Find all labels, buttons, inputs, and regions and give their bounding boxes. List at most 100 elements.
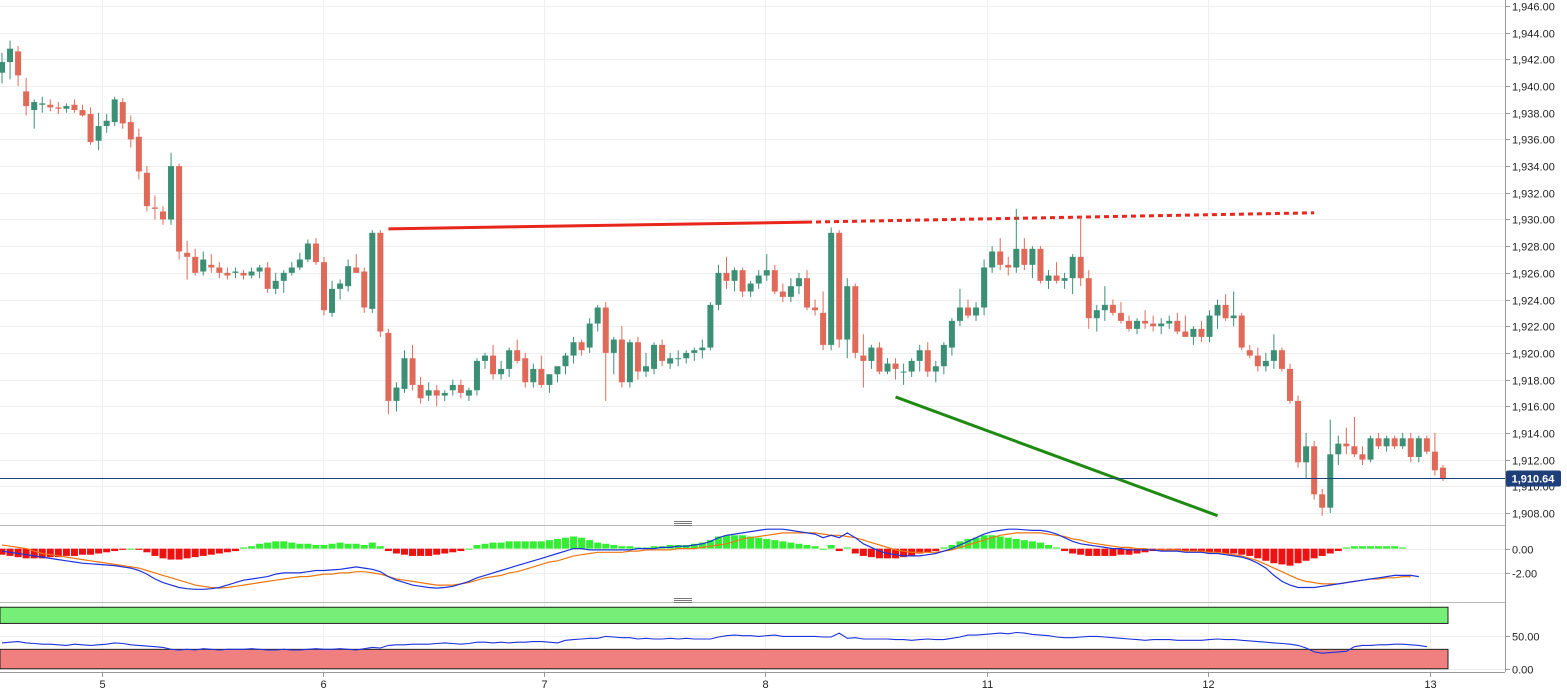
- macd-histogram-bar: [1028, 541, 1036, 549]
- candle-body: [610, 339, 617, 353]
- macd-histogram-bar: [296, 543, 304, 549]
- candle-body: [15, 51, 22, 76]
- macd-signal-line: [1, 532, 1411, 589]
- macd-histogram-bar: [54, 548, 62, 558]
- candle-up: [63, 103, 70, 113]
- candle-up: [1415, 435, 1422, 463]
- candle-body: [1005, 264, 1012, 268]
- candle-up: [329, 280, 336, 317]
- candle-down: [321, 256, 327, 316]
- candle-up: [787, 278, 794, 303]
- macd-histogram-bar: [1173, 548, 1181, 550]
- macd-histogram-bar: [924, 548, 932, 553]
- candle-up: [1061, 272, 1068, 289]
- candle-body: [23, 91, 30, 107]
- macd-histogram-bar: [288, 542, 296, 549]
- candle-up: [900, 363, 907, 385]
- macd-histogram-bar: [827, 545, 835, 549]
- macd-histogram-bar: [14, 548, 22, 558]
- price-tick-label: 1,908.00: [1512, 509, 1555, 521]
- macd-histogram-bar: [1302, 548, 1310, 561]
- candle-down: [1359, 446, 1366, 465]
- candle-down: [1085, 270, 1092, 329]
- candle-body: [87, 114, 94, 143]
- macd-histogram-bar: [481, 543, 489, 549]
- candle-up: [932, 360, 939, 383]
- candle-body: [417, 384, 424, 399]
- candle-body: [1270, 350, 1277, 361]
- candle-body: [538, 368, 545, 385]
- candle-up: [795, 272, 802, 295]
- candle-up: [103, 114, 110, 133]
- macd-histogram-bar: [256, 543, 264, 549]
- macd-histogram-bar: [22, 548, 30, 559]
- macd-histogram-bar: [980, 535, 988, 549]
- candle-body: [361, 271, 368, 308]
- macd-histogram-bar: [1318, 548, 1326, 556]
- macd-histogram-bar: [344, 543, 352, 549]
- candle-body: [1150, 323, 1157, 327]
- macd-histogram-bar: [1383, 546, 1391, 549]
- candle-down: [1117, 302, 1124, 324]
- macd-histogram-bar: [304, 543, 312, 549]
- macd-histogram-bar: [1358, 546, 1366, 549]
- candle-up: [449, 379, 456, 396]
- candle-up: [1303, 432, 1310, 479]
- candle-down: [1246, 344, 1253, 359]
- candle-down: [433, 384, 440, 407]
- macd-histogram-bar: [795, 543, 803, 549]
- candle-up: [675, 350, 682, 367]
- macd-histogram-bar: [1109, 548, 1117, 556]
- candle-up: [1206, 310, 1213, 343]
- candle-down: [876, 342, 883, 375]
- candle-up: [1270, 334, 1277, 369]
- candle-body: [1391, 438, 1398, 447]
- macd-histogram-bar: [401, 548, 408, 555]
- macd-histogram-bar: [505, 541, 513, 549]
- candle-body: [1126, 320, 1132, 329]
- candle-up: [288, 262, 295, 276]
- candle-down: [312, 238, 319, 265]
- candle-body: [852, 286, 859, 353]
- candle-down: [1311, 440, 1318, 500]
- candle-body: [1415, 438, 1422, 457]
- macd-histogram-bar: [1004, 537, 1012, 549]
- macd-histogram-bar: [1206, 548, 1213, 553]
- macd-histogram-bar: [384, 548, 392, 552]
- candle-body: [7, 48, 14, 63]
- candle-down: [1319, 488, 1326, 516]
- panel-divider-1[interactable]: [0, 521, 1505, 526]
- candle-up: [940, 342, 947, 375]
- trendline-resistance: [388, 220, 808, 231]
- candle-body: [465, 390, 472, 396]
- candle-body: [981, 267, 988, 308]
- candle-down: [924, 342, 931, 377]
- candle-up: [908, 358, 915, 377]
- macd-histogram-bar: [602, 543, 610, 549]
- candle-up: [482, 352, 488, 369]
- candle-down: [804, 270, 810, 311]
- macd-histogram-bar: [618, 546, 626, 549]
- candle-down: [820, 291, 827, 351]
- candle-down: [1431, 432, 1438, 476]
- candle-body: [95, 126, 102, 141]
- price-tick-label: 1,926.00: [1512, 269, 1555, 281]
- candle-up: [715, 264, 722, 311]
- macd-histogram-bar: [996, 536, 1004, 549]
- panel-divider-2[interactable]: [0, 598, 1505, 603]
- candle-body: [1439, 467, 1446, 479]
- macd-histogram-bar: [409, 548, 417, 556]
- rsi-upper-band: [0, 606, 1449, 624]
- macd-grid: [0, 549, 1505, 574]
- candle-body: [1190, 328, 1197, 337]
- macd-histogram-bar: [843, 547, 851, 549]
- candle-body: [264, 267, 271, 289]
- macd-histogram-bar: [489, 542, 497, 549]
- candle-body: [522, 358, 529, 383]
- candle-body: [248, 271, 255, 276]
- macd-histogram-bar: [425, 548, 433, 556]
- candle-body: [884, 363, 891, 372]
- macd-histogram-bar: [1197, 548, 1205, 553]
- candle-up: [200, 251, 207, 276]
- candle-up: [248, 267, 255, 279]
